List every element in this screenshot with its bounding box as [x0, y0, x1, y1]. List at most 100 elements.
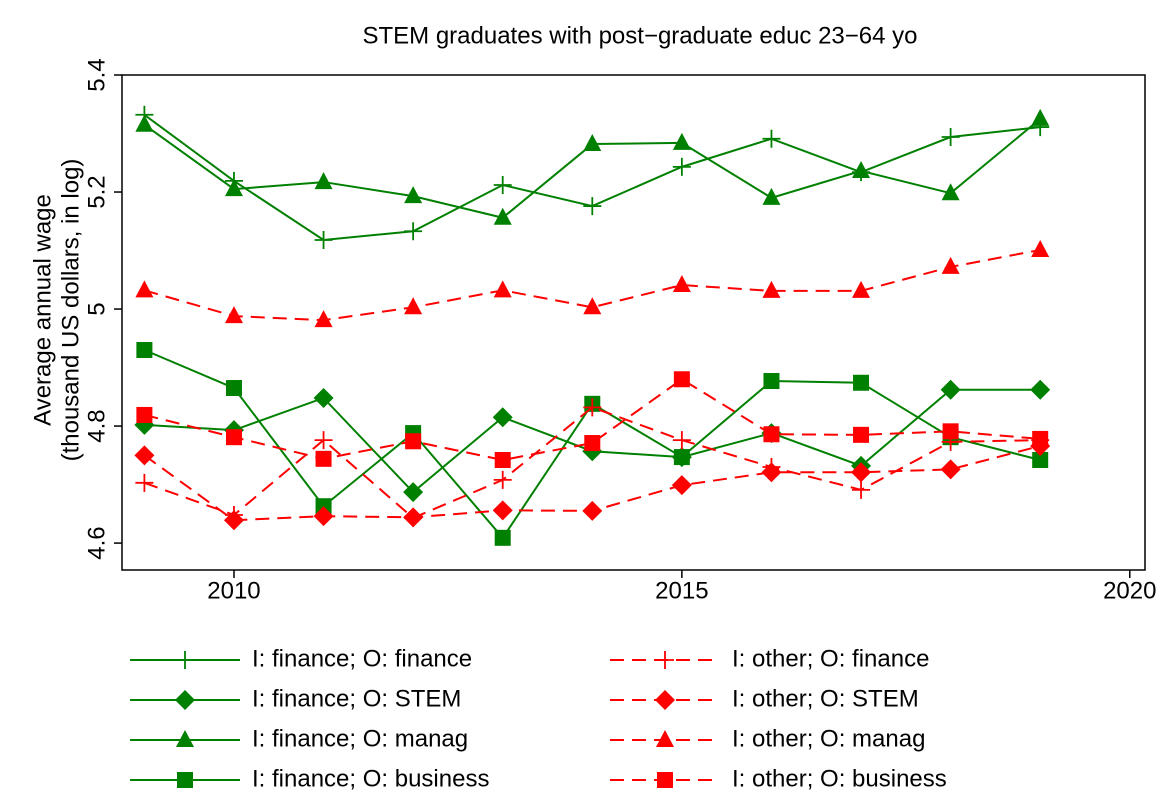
marker — [493, 207, 512, 225]
marker — [135, 280, 154, 298]
marker — [941, 128, 960, 147]
legend-label: I: other; O: manag — [732, 725, 925, 752]
marker — [673, 449, 690, 466]
legend-label: I: finance; O: STEM — [252, 685, 461, 712]
legend-label: I: finance; O: finance — [252, 645, 472, 672]
y-tick-label: 5.2 — [83, 175, 110, 208]
marker — [941, 256, 960, 274]
marker — [851, 462, 872, 483]
marker — [224, 179, 243, 197]
marker — [1032, 430, 1049, 447]
marker — [583, 297, 602, 315]
marker — [656, 730, 674, 747]
legend-label: I: finance; O: business — [252, 765, 489, 792]
marker — [493, 470, 512, 489]
marker — [494, 529, 511, 546]
marker — [136, 406, 153, 423]
marker — [134, 445, 155, 466]
marker — [404, 222, 423, 241]
marker — [314, 172, 333, 190]
marker — [655, 690, 675, 710]
marker — [672, 275, 691, 293]
chart-title: STEM graduates with post−graduate educ 2… — [362, 22, 917, 49]
marker — [176, 651, 194, 669]
marker — [672, 431, 691, 450]
legend-label: I: other; O: STEM — [732, 685, 919, 712]
marker — [403, 482, 424, 503]
marker — [673, 371, 690, 388]
y-tick-label: 4.8 — [83, 409, 110, 442]
y-axis-title: Average annual wage — [29, 194, 56, 426]
series-line — [144, 406, 1041, 520]
marker — [672, 157, 691, 176]
marker — [225, 380, 242, 397]
y-tick-label: 4.6 — [83, 526, 110, 559]
marker — [493, 280, 512, 298]
marker — [583, 398, 602, 417]
marker — [763, 426, 780, 443]
marker — [175, 690, 195, 710]
marker — [403, 507, 424, 528]
marker — [940, 379, 961, 400]
marker — [314, 431, 333, 450]
marker — [671, 475, 692, 496]
y-tick-label: 5.4 — [83, 58, 110, 91]
marker — [942, 423, 959, 440]
marker — [940, 459, 961, 480]
plot-frame — [121, 74, 1146, 571]
marker — [314, 310, 333, 328]
marker — [313, 506, 334, 527]
marker — [762, 280, 781, 298]
marker — [1030, 379, 1051, 400]
marker — [852, 160, 871, 178]
series-line — [144, 378, 1041, 462]
legend-label: I: other; O: business — [732, 765, 947, 792]
marker — [404, 186, 423, 204]
marker — [315, 450, 332, 467]
marker — [494, 452, 511, 468]
marker — [136, 342, 153, 358]
marker — [761, 462, 782, 483]
marker — [225, 429, 242, 446]
marker — [314, 231, 333, 249]
marker — [852, 480, 871, 499]
marker — [853, 426, 870, 443]
marker — [672, 132, 691, 150]
marker — [177, 772, 193, 788]
series-line — [144, 248, 1041, 322]
marker — [762, 129, 781, 148]
marker — [135, 114, 154, 132]
marker — [762, 187, 781, 205]
marker — [405, 433, 422, 450]
marker — [583, 197, 602, 216]
legend-label: I: other; O: finance — [732, 645, 929, 672]
marker — [492, 500, 513, 521]
x-tick-label: 2010 — [207, 577, 260, 604]
marker — [224, 306, 243, 324]
marker — [763, 373, 780, 390]
marker — [584, 435, 601, 452]
marker — [582, 500, 603, 521]
marker — [941, 183, 960, 201]
marker — [1032, 452, 1049, 468]
y-tick-label: 5 — [83, 302, 110, 315]
marker — [1031, 239, 1050, 257]
marker — [657, 772, 673, 788]
marker — [583, 134, 602, 152]
marker — [1031, 108, 1050, 126]
marker — [493, 176, 512, 194]
x-tick-label: 2015 — [655, 577, 708, 604]
marker — [223, 510, 244, 531]
x-tick-label: 2020 — [1103, 577, 1156, 604]
marker — [404, 297, 423, 315]
marker — [853, 374, 870, 391]
marker — [492, 407, 513, 428]
marker — [313, 387, 334, 408]
marker — [852, 280, 871, 298]
y-axis-title: (thousand US dollars, in log) — [57, 159, 84, 462]
marker — [656, 651, 674, 669]
marker — [135, 473, 154, 492]
legend-label: I: finance; O: manag — [252, 725, 468, 752]
